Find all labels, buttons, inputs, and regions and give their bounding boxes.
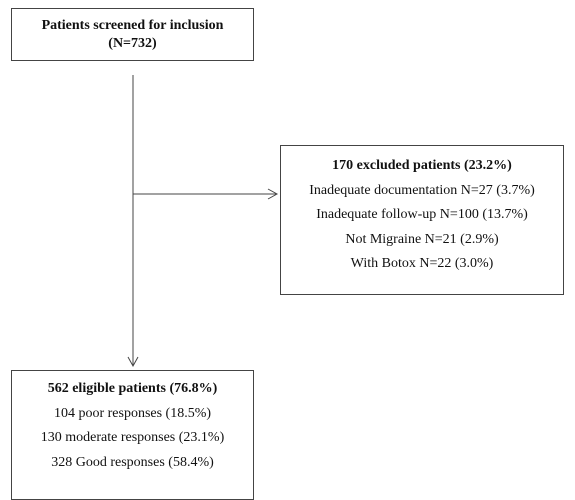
down-arrow-head [127, 356, 139, 368]
screened-label: Patients screened for inclusion [41, 18, 224, 33]
eligible-item: 328 Good responses (58.4%) [51, 454, 214, 470]
screened-box: Patients screened for inclusion (N=732) [11, 8, 254, 61]
excluded-box: 170 excluded patients (23.2%) Inadequate… [280, 145, 564, 295]
eligible-item: 130 moderate responses (23.1%) [40, 430, 225, 445]
eligible-title: 562 eligible patients (76.8%) [47, 381, 218, 396]
excluded-item: With Botox N=22 (3.0%) [350, 256, 494, 271]
excluded-item: Inadequate documentation N=27 (3.7%) [309, 182, 535, 198]
eligible-item: 104 poor responses (18.5%) [53, 405, 212, 421]
eligible-box: 562 eligible patients (76.8%) 104 poor r… [11, 370, 254, 500]
screened-count: (N=732) [108, 36, 157, 51]
excluded-item: Not Migraine N=21 (2.9%) [345, 231, 499, 247]
excluded-item: Inadequate follow-up N=100 (13.7%) [316, 207, 528, 222]
excluded-title: 170 excluded patients (23.2%) [332, 158, 512, 173]
right-arrow-head [267, 188, 279, 200]
